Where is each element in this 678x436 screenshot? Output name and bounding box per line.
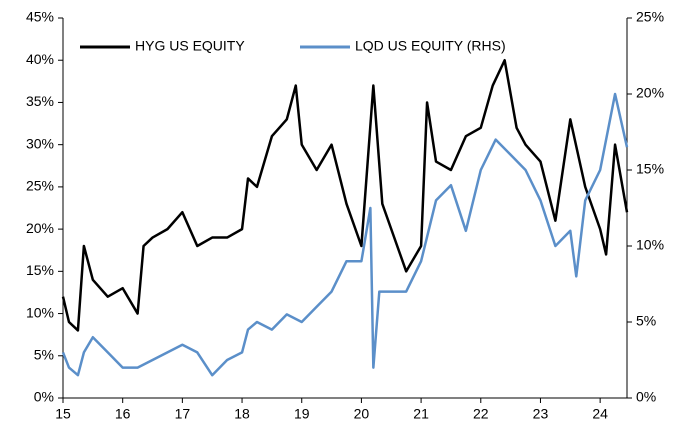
y2-tick-label: 10% (636, 237, 664, 253)
series-line (61, 92, 629, 377)
series-line (61, 58, 629, 332)
y2-tick-label: 0% (636, 389, 656, 405)
x-tick-label: 15 (55, 406, 71, 422)
y2-tick-label: 15% (636, 161, 664, 177)
y2-tick-label: 20% (636, 85, 664, 101)
x-tick-label: 18 (234, 406, 250, 422)
y-tick-label: 0% (34, 389, 54, 405)
x-tick-label: 22 (473, 406, 489, 422)
x-tick-label: 24 (592, 406, 608, 422)
x-tick-label: 21 (413, 406, 429, 422)
y-tick-label: 20% (26, 220, 54, 236)
y-tick-label: 25% (26, 178, 54, 194)
y-tick-label: 15% (26, 262, 54, 278)
legend-label: HYG US EQUITY (135, 38, 245, 54)
y-tick-label: 5% (34, 346, 54, 362)
y-tick-label: 45% (26, 9, 54, 25)
x-tick-label: 19 (294, 406, 310, 422)
y-tick-label: 40% (26, 51, 54, 67)
legend-label: LQD US EQUITY (RHS) (355, 38, 506, 54)
x-tick-label: 16 (115, 406, 131, 422)
x-tick-label: 20 (354, 406, 370, 422)
x-tick-label: 17 (175, 406, 191, 422)
y2-tick-label: 25% (636, 9, 664, 25)
y-tick-label: 10% (26, 304, 54, 320)
y-tick-label: 30% (26, 135, 54, 151)
y-tick-label: 35% (26, 93, 54, 109)
x-tick-label: 23 (533, 406, 549, 422)
y2-tick-label: 5% (636, 313, 656, 329)
